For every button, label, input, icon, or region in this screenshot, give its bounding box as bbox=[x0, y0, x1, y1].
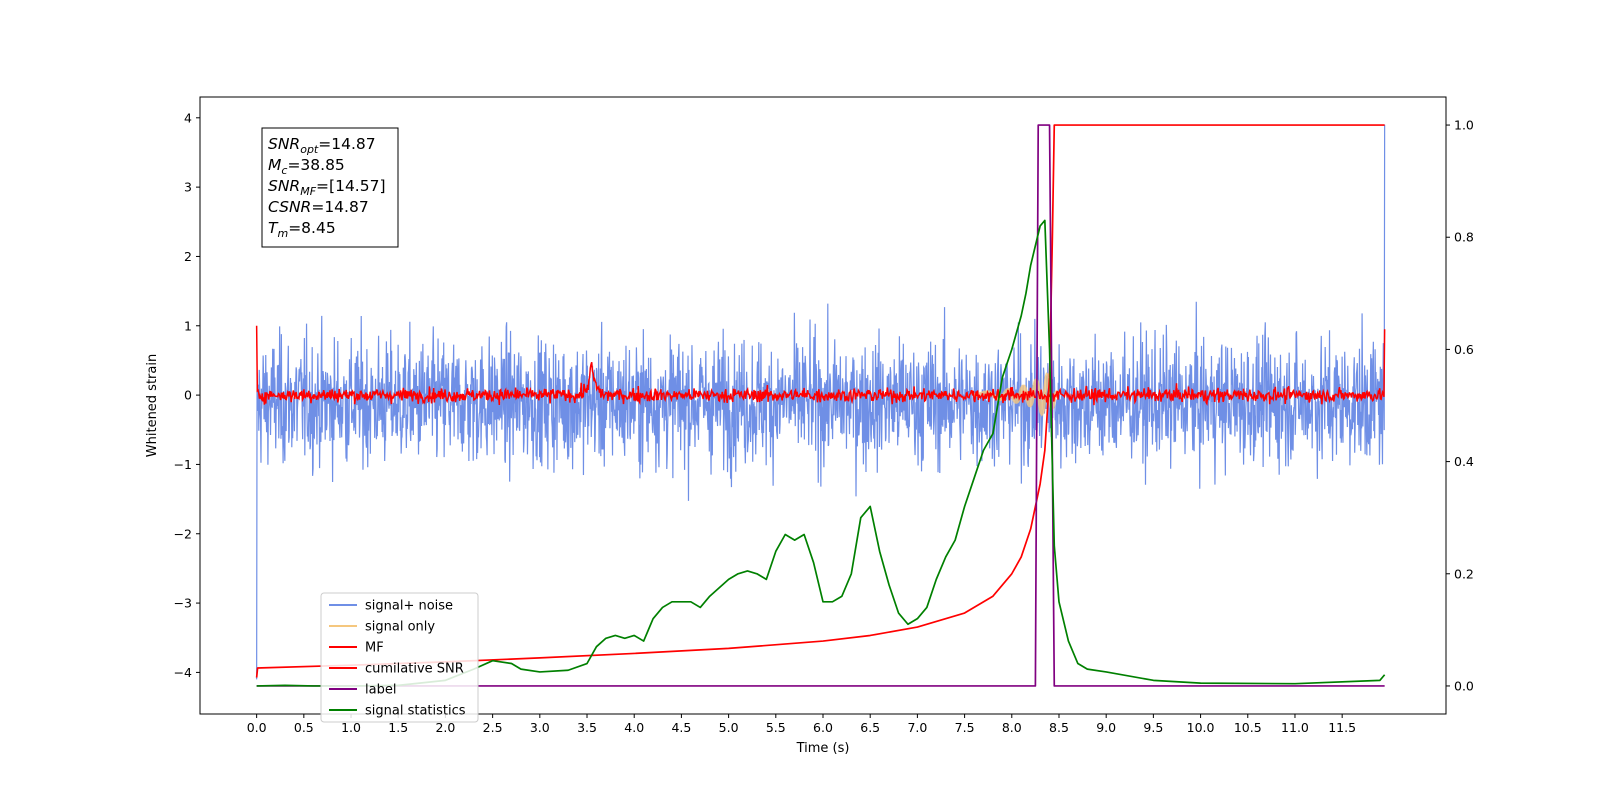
x-tick-label: 9.0 bbox=[1096, 720, 1116, 735]
annotation-line: CSNR=14.87 bbox=[268, 198, 369, 216]
x-tick-label: 5.5 bbox=[766, 720, 786, 735]
series-mf bbox=[255, 325, 1386, 406]
y-tick-label-left: 1 bbox=[184, 318, 192, 333]
x-axis: 0.0 0.5 1.0 1.5 2.0 2.5 3.0 3.5 4.0 4.5 5.0 5.5 6.0 6… bbox=[247, 714, 1356, 735]
y-axis-left: −4 −3 −2 −1 0 1 2 3 4 bbox=[174, 110, 200, 680]
x-tick-label: 11.5 bbox=[1328, 720, 1356, 735]
y-tick-label-left: −3 bbox=[174, 596, 192, 611]
x-tick-label: 6.0 bbox=[813, 720, 833, 735]
x-tick-label: 3.0 bbox=[530, 720, 550, 735]
y-tick-label-left: 3 bbox=[184, 180, 192, 195]
y-tick-label-left: −1 bbox=[174, 457, 192, 472]
x-tick-label: 7.5 bbox=[955, 720, 975, 735]
x-tick-label: 4.5 bbox=[671, 720, 691, 735]
legend-label: MF bbox=[365, 641, 384, 656]
y-tick-label-left: 2 bbox=[184, 249, 192, 264]
legend-label: signal+ noise bbox=[365, 599, 453, 614]
x-tick-label: 11.0 bbox=[1281, 720, 1309, 735]
x-axis-label: Time (s) bbox=[796, 741, 850, 756]
x-tick-label: 10.5 bbox=[1234, 720, 1262, 735]
x-tick-label: 10.0 bbox=[1187, 720, 1215, 735]
legend-label: signal statistics bbox=[365, 704, 466, 719]
annotation-frame bbox=[261, 127, 399, 248]
annotation-line: Tm=8.45 bbox=[268, 219, 336, 240]
x-tick-label: 3.5 bbox=[577, 720, 597, 735]
y-tick-label-left: −4 bbox=[174, 665, 192, 680]
legend-label: label bbox=[365, 683, 396, 698]
x-tick-label: 6.5 bbox=[860, 720, 880, 735]
x-tick-label: 4.0 bbox=[624, 720, 644, 735]
series-label bbox=[256, 124, 1385, 687]
x-tick-label: 1.0 bbox=[341, 720, 361, 735]
x-tick-label: 8.0 bbox=[1002, 720, 1022, 735]
x-tick-label: 0.0 bbox=[247, 720, 267, 735]
y-tick-label-right: 0.2 bbox=[1454, 566, 1474, 581]
annotation-line: SNRopt=14.87 bbox=[268, 135, 376, 156]
annotation-line: SNRMF=[14.57] bbox=[268, 177, 386, 198]
legend-label: cumilative SNR bbox=[365, 662, 464, 677]
legend-label: signal only bbox=[365, 620, 435, 635]
x-tick-label: 1.5 bbox=[388, 720, 408, 735]
legend: signal+ noise signal only MF cumilative SNR… bbox=[320, 592, 479, 723]
y-tick-label-right: 0.6 bbox=[1454, 342, 1474, 357]
annotation-box: SNRopt=14.87Mc=38.85SNRMF=[14.57]CSNR=14… bbox=[261, 127, 399, 248]
legend-frame bbox=[320, 592, 479, 723]
y-axis-label: Whitened strain bbox=[145, 354, 160, 457]
y-tick-label-right: 1.0 bbox=[1454, 118, 1474, 133]
x-tick-label: 8.5 bbox=[1049, 720, 1069, 735]
x-tick-label: 5.0 bbox=[719, 720, 739, 735]
series-signal-noise bbox=[256, 124, 1386, 680]
y-tick-label-right: 0.0 bbox=[1454, 678, 1474, 693]
y-tick-label-right: 0.4 bbox=[1454, 454, 1474, 469]
x-tick-label: 2.0 bbox=[435, 720, 455, 735]
x-tick-label: 0.5 bbox=[294, 720, 314, 735]
y-tick-label-right: 0.8 bbox=[1454, 230, 1474, 245]
y-tick-label-left: 4 bbox=[184, 110, 192, 125]
y-axis-right: 0.0 0.2 0.4 0.6 0.8 1.0 bbox=[1446, 118, 1474, 693]
series-signal-statistics bbox=[256, 219, 1386, 687]
x-tick-label: 9.5 bbox=[1143, 720, 1163, 735]
x-tick-label: 2.5 bbox=[483, 720, 503, 735]
y-tick-label-left: 0 bbox=[184, 388, 192, 403]
x-tick-label: 7.0 bbox=[907, 720, 927, 735]
y-tick-label-left: −2 bbox=[174, 526, 192, 541]
annotation-line: Mc=38.85 bbox=[268, 156, 345, 177]
